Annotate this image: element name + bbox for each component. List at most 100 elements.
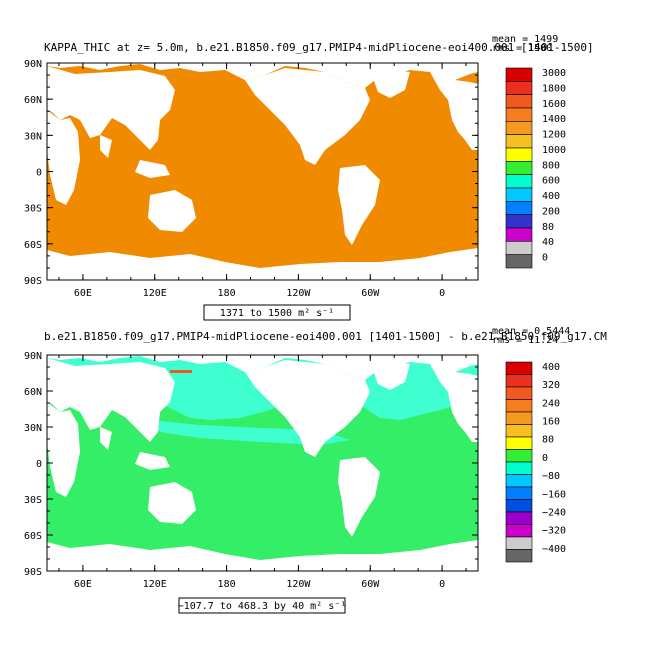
panel1-range-label: 1371 to 1500 m² s⁻¹ — [220, 308, 334, 319]
y-tick-label: 90S — [24, 276, 42, 287]
colorbar-label: 400 — [542, 191, 560, 202]
panel-difference: b.e21.B1850.f09_g17.PMIP4-midPliocene-eo… — [24, 326, 607, 614]
panel2-colorbar: 400 320 240 160 80 0 −80 −160 −240 −320 −400 — [505, 361, 566, 563]
colorbar-swatch — [505, 121, 533, 135]
colorbar-label: −240 — [542, 507, 566, 518]
panel2-x-axis: 60E 120E 180 120W 60W 0 — [58, 355, 467, 590]
x-tick-label: 0 — [439, 288, 445, 299]
colorbar-swatch — [505, 399, 533, 413]
colorbar-swatch — [505, 241, 533, 255]
colorbar-swatch — [505, 214, 533, 229]
x-tick-label: 60W — [361, 579, 380, 590]
x-tick-label: 60E — [74, 579, 92, 590]
colorbar-label: 1600 — [542, 99, 566, 110]
colorbar-swatch — [505, 187, 533, 202]
panel1-land — [47, 63, 478, 280]
panel2-title: b.e21.B1850.f09_g17.PMIP4-midPliocene-eo… — [44, 330, 607, 343]
colorbar-swatch — [505, 94, 533, 109]
x-tick-label: 60W — [361, 288, 380, 299]
panel1-title: KAPPA_THIC at z= 5.0m, b.e21.B1850.f09_g… — [44, 41, 594, 54]
colorbar-swatch — [505, 474, 533, 488]
colorbar-label: 80 — [542, 222, 554, 233]
colorbar-swatch — [505, 67, 533, 82]
y-tick-label: 90N — [24, 351, 42, 362]
panel1-colorbar: 3000180016001400120010008006004002008040… — [505, 67, 566, 269]
x-tick-label: 180 — [218, 579, 236, 590]
panel2-range-box — [178, 597, 346, 614]
colorbar-label: 3000 — [542, 68, 566, 79]
panel1-y-axis: 90N 60N 30N 0 30S 60S 90S — [24, 59, 478, 287]
panel2-y-axis: 90N 60N 30N 0 30S 60S 90S — [24, 351, 478, 578]
colorbar-label: 400 — [542, 362, 560, 373]
colorbar-label: 200 — [542, 206, 560, 217]
y-tick-label: 0 — [36, 168, 42, 179]
colorbar-label: −320 — [542, 526, 566, 537]
panel2-land — [47, 355, 478, 571]
panel2-range-label: −107.7 to 468.3 by 40 m² s⁻¹ — [178, 601, 347, 612]
y-tick-label: 30S — [24, 495, 42, 506]
colorbar-swatch — [505, 436, 533, 450]
colorbar-swatch — [505, 161, 533, 175]
y-tick-label: 30N — [24, 423, 42, 434]
colorbar-label: 80 — [542, 435, 554, 446]
colorbar-swatch — [505, 449, 533, 463]
y-tick-label: 0 — [36, 459, 42, 470]
y-tick-label: 90N — [24, 59, 42, 70]
y-tick-label: 30N — [24, 131, 42, 142]
panel1-rms: rms = 1500 — [492, 43, 552, 54]
x-tick-label: 180 — [218, 288, 236, 299]
colorbar-swatch — [505, 411, 533, 425]
colorbar-swatch — [505, 461, 533, 475]
colorbar-swatch — [505, 147, 533, 162]
x-tick-label: 120W — [286, 579, 311, 590]
colorbar-swatch — [505, 227, 533, 242]
panel2-mean: mean = 0.5444 — [492, 326, 570, 337]
colorbar-swatch — [505, 174, 533, 189]
colorbar-swatch — [505, 536, 533, 550]
panel2-rms: rms = 11.24 — [492, 335, 558, 346]
x-tick-label: 60E — [74, 288, 92, 299]
x-tick-label: 0 — [439, 579, 445, 590]
colorbar-label: 0 — [542, 253, 548, 264]
colorbar-swatch — [505, 499, 533, 513]
colorbar-swatch — [505, 524, 533, 538]
colorbar-label: −160 — [542, 489, 566, 500]
colorbar-swatch — [505, 486, 533, 500]
colorbar-label: 800 — [542, 160, 560, 171]
panel1-x-axis: 60E 120E 180 120W 60W 0 — [58, 63, 467, 299]
panel2-hotspot — [170, 370, 192, 373]
colorbar-swatch — [505, 374, 533, 388]
colorbar-label: 1000 — [542, 145, 566, 156]
x-tick-label: 120E — [143, 288, 167, 299]
x-tick-label: 120E — [143, 579, 167, 590]
colorbar-label: −80 — [542, 471, 560, 482]
colorbar-swatch — [505, 81, 533, 95]
colorbar-swatch — [505, 107, 533, 122]
colorbar-swatch — [505, 511, 533, 525]
colorbar-label: 0 — [542, 453, 548, 464]
colorbar-label: 320 — [542, 380, 560, 391]
colorbar-swatch — [505, 134, 533, 149]
y-tick-label: 30S — [24, 204, 42, 215]
y-tick-label: 60N — [24, 95, 42, 106]
y-tick-label: 90S — [24, 567, 42, 578]
panel-kappa-thic: KAPPA_THIC at z= 5.0m, b.e21.B1850.f09_g… — [24, 34, 594, 321]
y-tick-label: 60S — [24, 531, 42, 542]
panel1-mean: mean = 1499 — [492, 34, 558, 45]
colorbar-label: 1200 — [542, 130, 566, 141]
colorbar-swatch — [505, 424, 533, 438]
colorbar-label: 160 — [542, 417, 560, 428]
colorbar-swatch — [505, 254, 533, 269]
colorbar-label: 240 — [542, 398, 560, 409]
colorbar-label: −400 — [542, 544, 566, 555]
colorbar-swatch — [505, 386, 533, 400]
colorbar-label: 40 — [542, 237, 554, 248]
colorbar-swatch — [505, 361, 533, 375]
y-tick-label: 60N — [24, 387, 42, 398]
colorbar-swatch — [505, 201, 533, 215]
colorbar-swatch — [505, 549, 533, 563]
colorbar-label: 1800 — [542, 83, 566, 94]
y-tick-label: 60S — [24, 240, 42, 251]
colorbar-label: 600 — [542, 176, 560, 187]
